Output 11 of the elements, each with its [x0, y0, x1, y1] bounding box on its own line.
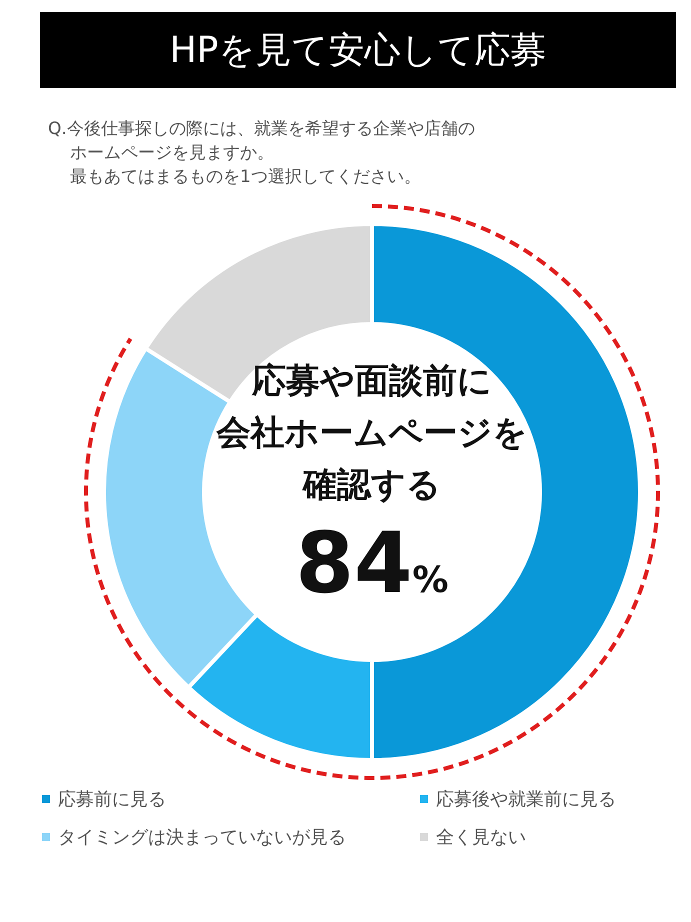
text: 会社ホームページを	[216, 413, 528, 453]
chart-subtitle: Q.今後仕事探しの際には、就業を希望する企業や店舗のホームページを見ますか。	[48, 119, 475, 163]
text: 84%	[296, 514, 448, 612]
legend-label: タイミングは決まっていないが見る	[58, 827, 346, 848]
text: 最もあてはまるものを1つ選択してください。	[70, 167, 421, 187]
legend-label: 応募後や就業前に見る	[436, 789, 616, 810]
text: 確認する	[301, 465, 441, 505]
legend-label: 全く見ない	[436, 827, 526, 848]
legend-label: 応募前に見る	[58, 789, 166, 810]
text: 応募や面談前に	[251, 361, 492, 401]
chart-title: HPを見て安心して応募	[170, 30, 546, 71]
